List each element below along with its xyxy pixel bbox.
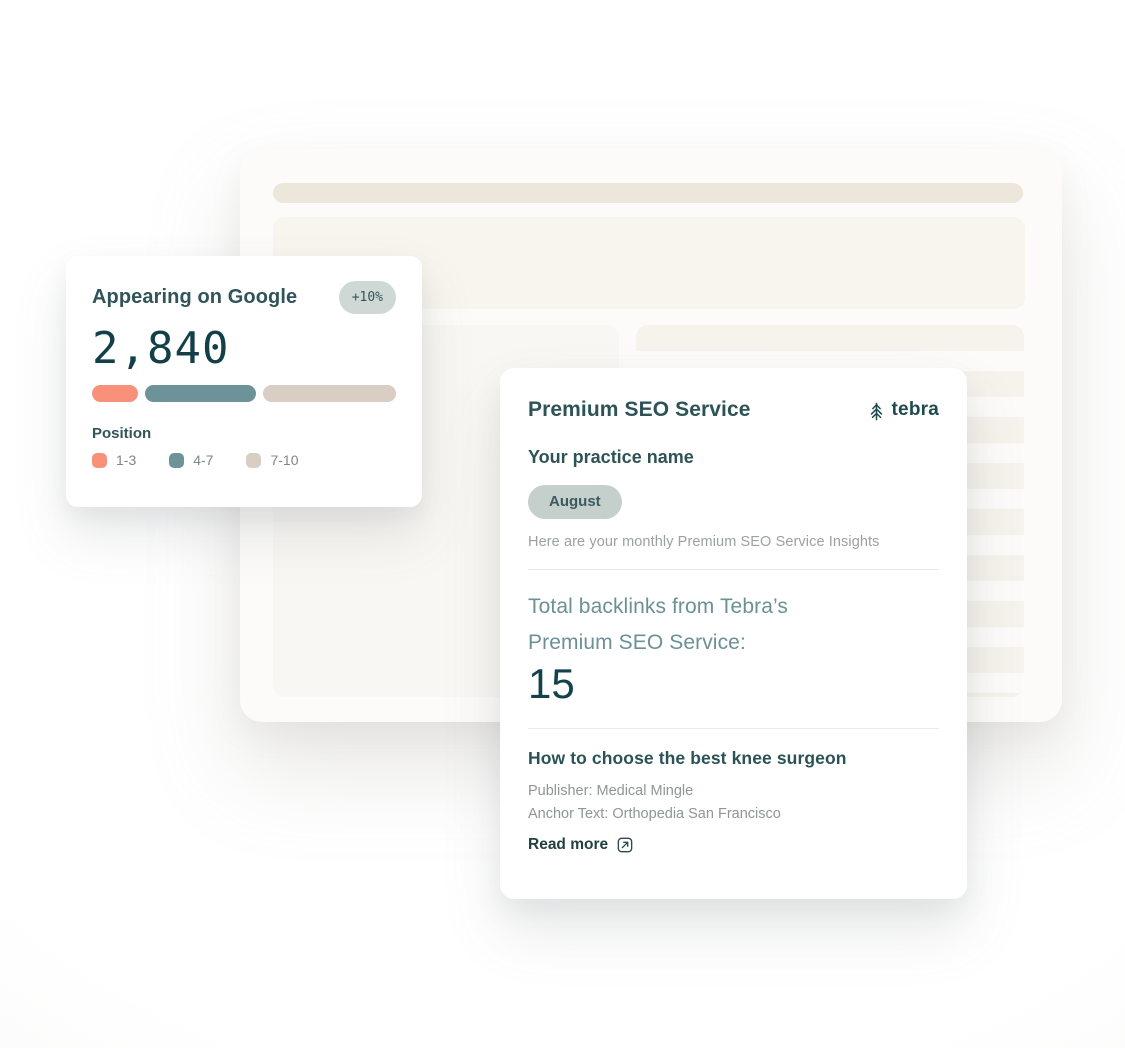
practice-name: Your practice name bbox=[528, 447, 694, 467]
legend-dot-4-7 bbox=[169, 452, 185, 468]
legend-item: 7-10 bbox=[246, 452, 299, 469]
brand-wordmark: tebra bbox=[891, 399, 939, 420]
legend-title: Position bbox=[92, 425, 152, 443]
card-title: Appearing on Google bbox=[92, 286, 298, 308]
position-distribution-bar bbox=[92, 385, 396, 403]
insights-subtitle: Here are your monthly Premium SEO Servic… bbox=[528, 534, 880, 550]
backlinks-value: 15 bbox=[528, 660, 575, 708]
tebra-tree-icon bbox=[866, 400, 887, 421]
legend-label: 7-10 bbox=[270, 452, 299, 469]
article-publisher: Publisher: Medical Mingle bbox=[528, 782, 694, 799]
appearing-on-google-card: Appearing on Google +10% 2,840 Position … bbox=[66, 256, 422, 507]
read-more-link[interactable]: Read more bbox=[528, 836, 634, 854]
month-badge: August bbox=[528, 485, 622, 519]
legend-label: 4-7 bbox=[193, 452, 214, 469]
card-title: Premium SEO Service bbox=[528, 398, 751, 421]
premium-seo-service-card: Premium SEO Service tebra Your practice … bbox=[500, 368, 967, 899]
article-title: How to choose the best knee surgeon bbox=[528, 747, 847, 768]
appearances-value: 2,840 bbox=[92, 323, 230, 374]
bar-segment-7-10 bbox=[262, 385, 396, 403]
divider bbox=[528, 727, 939, 729]
legend-item: 4-7 bbox=[169, 452, 213, 468]
divider bbox=[528, 569, 939, 570]
legend-dot-7-10 bbox=[246, 452, 262, 468]
bar-segment-4-7 bbox=[145, 385, 256, 403]
legend-label: 1-3 bbox=[116, 452, 137, 469]
growth-badge: +10% bbox=[338, 281, 396, 314]
bar-segment-1-3 bbox=[92, 385, 139, 403]
tebra-logo: tebra bbox=[866, 399, 939, 421]
legend-dot-1-3 bbox=[92, 452, 107, 468]
legend-item: 1-3 bbox=[92, 452, 136, 468]
dashboard-header-bar bbox=[273, 183, 1023, 203]
legend: 1-3 4-7 7-10 bbox=[92, 452, 396, 468]
read-more-label: Read more bbox=[528, 835, 609, 853]
backlinks-label: Total backlinks from Tebra’s Premium SEO… bbox=[528, 595, 788, 654]
external-link-icon bbox=[616, 836, 634, 854]
article-anchor-text: Anchor Text: Orthopedia San Francisco bbox=[528, 806, 781, 823]
